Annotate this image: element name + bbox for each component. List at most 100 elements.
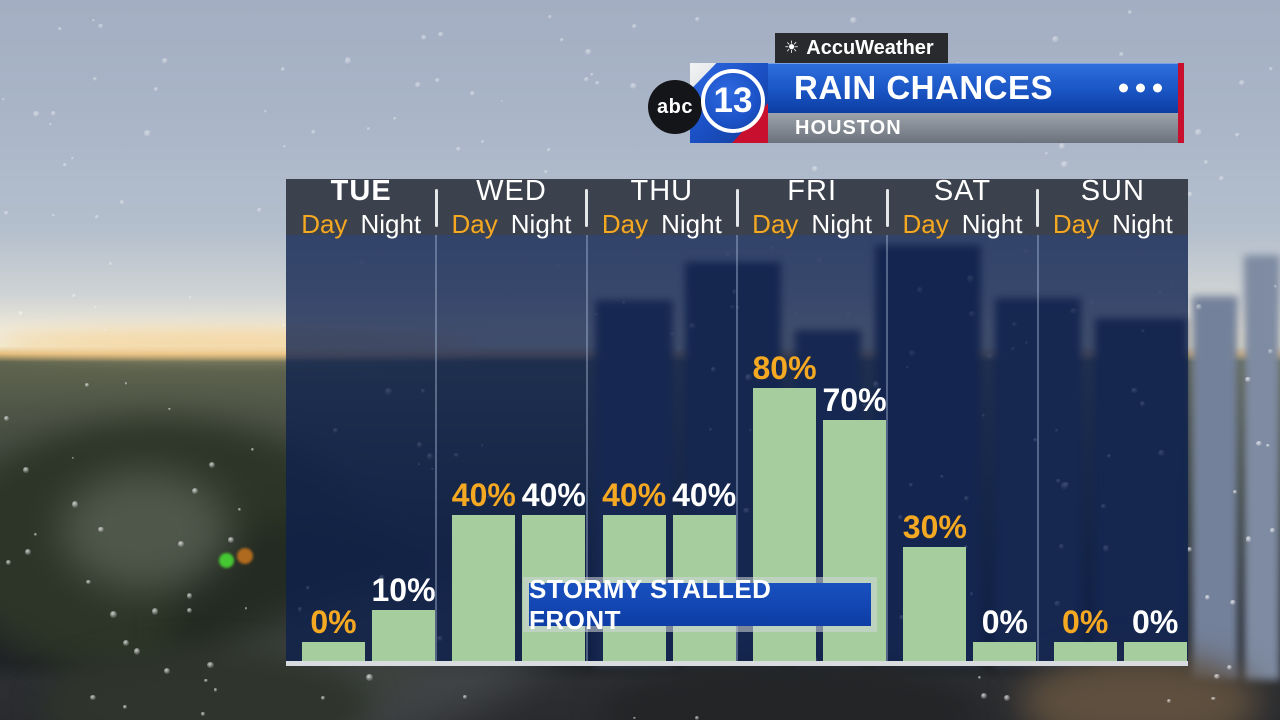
raindrop — [228, 537, 234, 543]
bar-sat-night — [973, 642, 1037, 661]
bar-value-thu-night: 40% — [672, 477, 737, 513]
sub-label-night: Night — [661, 209, 722, 239]
raindrop — [3, 415, 9, 421]
raindrop — [244, 607, 248, 610]
annotation-banner: STORMY STALLED FRONT — [523, 574, 877, 635]
day-label: TUE — [330, 175, 392, 207]
raindrop — [162, 58, 168, 64]
raindrop — [393, 117, 397, 120]
raindrop — [321, 696, 325, 700]
raindrop — [1245, 376, 1251, 383]
bar-value-thu-day: 40% — [602, 477, 667, 513]
header-separator — [885, 189, 889, 227]
raindrop — [282, 145, 287, 149]
raindrop — [469, 90, 475, 96]
raindrop — [850, 17, 857, 24]
raindrop — [1218, 175, 1225, 181]
day-separator-line — [1036, 235, 1039, 661]
raindrop — [1266, 443, 1271, 448]
raindrop — [1230, 599, 1236, 605]
day-label: WED — [476, 175, 547, 207]
day-label: THU — [630, 175, 694, 207]
raindrop — [594, 80, 600, 85]
raindrop — [84, 383, 89, 387]
sub-label-day: Day — [752, 209, 799, 239]
raindrop — [2, 97, 6, 101]
raindrop — [1274, 284, 1277, 288]
raindrop — [4, 210, 9, 216]
raindrop — [583, 76, 590, 83]
raindrop — [90, 695, 97, 701]
raindrop — [344, 57, 352, 65]
raindrop — [1211, 696, 1216, 701]
raindrop — [208, 461, 216, 468]
raindrop — [72, 500, 79, 508]
raindrop — [629, 83, 637, 90]
raindrop — [456, 147, 461, 151]
raindrop — [133, 647, 141, 655]
raindrop — [151, 608, 159, 615]
raindrop — [51, 213, 56, 218]
raindrop — [22, 467, 29, 473]
raindrop — [86, 580, 91, 585]
raindrop — [120, 200, 125, 206]
abc13-logo: abc 13 — [648, 63, 768, 143]
bar-value-wed-night: 40% — [521, 477, 586, 513]
raindrop — [71, 294, 76, 299]
raindrop — [1128, 10, 1133, 15]
raindrop — [204, 678, 208, 682]
raindrop — [544, 170, 548, 175]
ellipsis-icon — [1119, 83, 1162, 93]
raindrop — [168, 407, 172, 410]
bar-wed-day — [452, 515, 516, 661]
day-label: FRI — [787, 175, 837, 207]
sub-label-day: Day — [601, 209, 649, 239]
sub-label-night: Night — [360, 209, 422, 239]
raindrop — [547, 14, 553, 20]
raindrop — [977, 676, 981, 680]
traffic-light-green — [219, 553, 234, 568]
raindrop — [163, 668, 170, 674]
raindrop — [366, 127, 371, 131]
raindrop — [585, 48, 592, 55]
raindrop — [62, 162, 67, 168]
raindrop — [144, 130, 151, 137]
raindrop — [57, 26, 62, 31]
raindrop — [1270, 528, 1275, 534]
raindrop — [463, 695, 467, 699]
raindrop — [1196, 304, 1203, 311]
raindrop — [1058, 143, 1065, 150]
raindrop — [104, 328, 108, 332]
raindrop — [1239, 80, 1246, 86]
accuweather-label: AccuWeather — [806, 36, 934, 59]
header-separator — [585, 189, 589, 227]
sub-label-day: Day — [902, 209, 949, 239]
header-separator — [434, 189, 438, 227]
raindrop — [95, 215, 99, 219]
day-separator-line — [886, 235, 889, 661]
bar-sat-day — [903, 547, 967, 661]
raindrop — [17, 310, 24, 316]
raindrop — [33, 533, 37, 537]
day-column-sun: SUN Day Night — [1038, 177, 1188, 239]
raindrop — [1255, 440, 1263, 447]
raindrop — [1118, 51, 1125, 57]
sub-label-night: Night — [811, 209, 873, 239]
day-label: SAT — [933, 175, 992, 207]
raindrop — [124, 382, 128, 386]
title-banner: RAIN CHANCES — [768, 63, 1178, 113]
sub-label-night: Night — [1112, 209, 1173, 239]
bar-sun-day — [1053, 642, 1117, 661]
day-column-thu: THU Day Night — [587, 175, 737, 239]
raindrop — [1245, 536, 1252, 543]
day-separator-line — [736, 235, 738, 661]
raindrop — [92, 76, 98, 82]
raindrop — [91, 18, 96, 22]
raindrop — [1203, 160, 1208, 165]
raindrop — [812, 166, 818, 172]
raindrop — [434, 77, 440, 84]
raindrop — [1166, 698, 1171, 704]
raindrop — [109, 611, 117, 618]
raindrop — [6, 559, 12, 565]
